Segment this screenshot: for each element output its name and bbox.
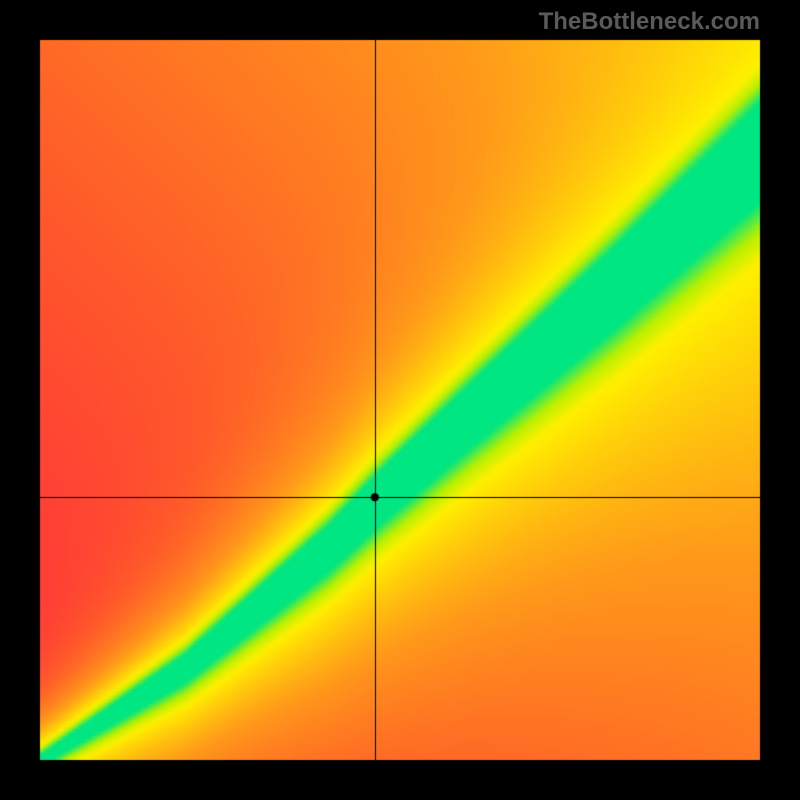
watermark-text: TheBottleneck.com: [539, 8, 760, 36]
bottleneck-heatmap: [0, 0, 800, 800]
